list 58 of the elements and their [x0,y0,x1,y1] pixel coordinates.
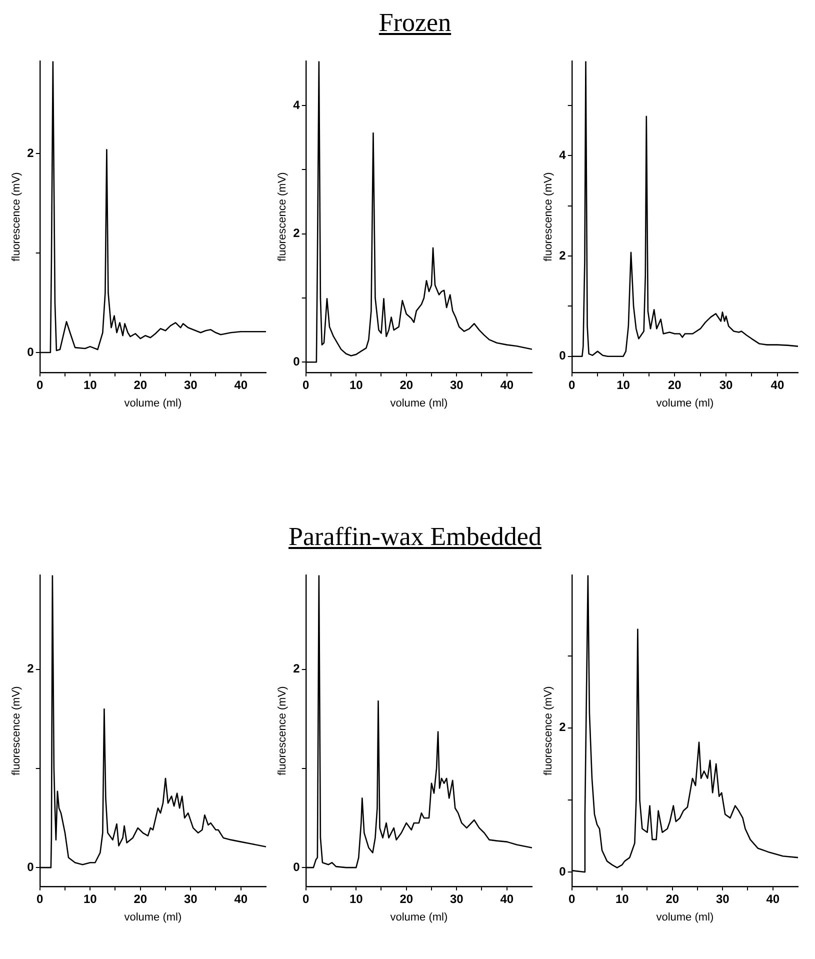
y-tick-label: 0 [27,344,34,359]
x-tick-label: 20 [668,378,682,392]
chart-title: Frozen [378,8,452,39]
x-tick-label: 10 [349,378,364,392]
x-tick-label: 20 [134,378,148,392]
x-tick-label: 20 [666,892,680,906]
y-axis-title: fluorescence (mV) [276,172,289,262]
x-tick-label: 30 [184,892,198,906]
x-tick-label: 20 [400,892,414,906]
y-tick-label: 0 [293,354,300,368]
x-tick-label: 10 [83,892,98,906]
y-tick-label: 2 [293,662,300,676]
y-axis-title: fluorescence (mV) [276,686,289,776]
x-tick-label: 10 [616,378,630,392]
y-tick-label: 2 [27,662,34,676]
x-tick-label: 10 [349,892,364,906]
x-tick-label: 0 [302,378,310,392]
x-axis-title: volume (ml) [390,911,448,924]
x-tick-label: 30 [716,892,730,906]
y-tick-label: 2 [293,226,300,240]
y-tick-label: 2 [559,248,566,262]
x-tick-label: 40 [766,892,780,906]
y-tick-label: 0 [559,864,566,878]
x-axis-title: volume (ml) [124,397,182,410]
x-tick-label: 20 [134,892,148,906]
y-axis-title: fluorescence (mV) [542,172,555,262]
x-axis-title: volume (ml) [390,397,448,410]
x-axis-title: volume (ml) [656,911,714,924]
x-tick-label: 40 [500,378,514,392]
x-tick-label: 30 [719,378,734,392]
y-tick-label: 2 [559,720,566,734]
y-tick-label: 4 [559,148,566,162]
y-tick-label: 0 [559,348,566,363]
x-tick-label: 0 [568,378,576,392]
x-tick-label: 30 [450,378,464,392]
x-tick-label: 0 [302,892,310,906]
x-axis-title: volume (ml) [124,911,182,924]
x-tick-label: 0 [36,892,44,906]
x-tick-label: 30 [450,892,464,906]
x-tick-label: 40 [234,378,248,392]
x-tick-label: 20 [400,378,414,392]
y-axis-title: fluorescence (mV) [10,686,23,776]
x-tick-label: 10 [83,378,98,392]
y-tick-label: 0 [27,860,34,874]
x-tick-label: 30 [184,378,198,392]
y-axis-title: fluorescence (mV) [10,172,23,262]
y-tick-label: 2 [27,146,34,160]
x-tick-label: 0 [36,378,44,392]
x-tick-label: 0 [568,892,576,906]
x-tick-label: 40 [500,892,514,906]
chart-title: Paraffin-wax Embedded [288,522,542,553]
x-tick-label: 40 [234,892,248,906]
y-tick-label: 0 [293,860,300,874]
x-tick-label: 10 [615,892,630,906]
x-axis-title: volume (ml) [656,397,714,410]
y-tick-label: 4 [293,98,300,112]
y-axis-title: fluorescence (mV) [542,686,555,776]
x-tick-label: 40 [770,378,784,392]
